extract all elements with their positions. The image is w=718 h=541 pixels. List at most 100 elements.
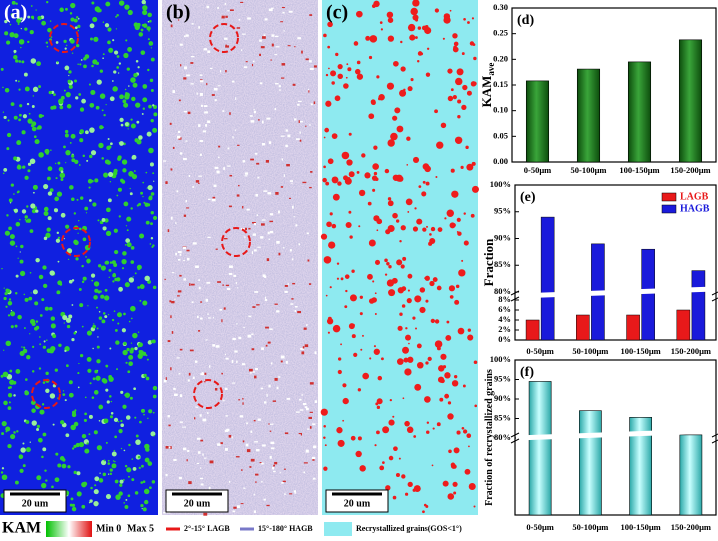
speckle <box>118 429 123 434</box>
speckle <box>309 14 313 16</box>
speckle <box>337 439 345 447</box>
speckle <box>85 212 88 214</box>
speckle <box>280 360 283 363</box>
speckle <box>215 248 218 250</box>
speckle <box>179 253 182 256</box>
speckle <box>223 307 226 310</box>
speckle <box>402 346 410 354</box>
speckle <box>103 418 109 424</box>
speckle <box>416 361 424 369</box>
speckle <box>225 70 227 73</box>
speckle <box>270 362 273 365</box>
speckle <box>51 485 54 489</box>
speckle <box>63 238 66 240</box>
speckle <box>219 70 222 73</box>
speckle <box>377 97 381 101</box>
speckle <box>236 194 240 197</box>
speckle <box>29 441 31 443</box>
speckle <box>309 411 313 413</box>
speckle <box>217 443 221 446</box>
speckle <box>83 64 87 69</box>
speckle <box>147 38 150 41</box>
speckle <box>118 286 123 292</box>
speckle <box>93 489 99 495</box>
speckle <box>216 170 220 174</box>
x-tick-label: 50-100μm <box>572 522 608 532</box>
speckle <box>386 82 395 90</box>
speckle <box>244 236 246 238</box>
speckle <box>461 52 465 56</box>
speckle <box>242 160 246 163</box>
speckle <box>407 289 410 292</box>
speckle <box>1 267 3 270</box>
speckle <box>145 447 150 452</box>
speckle <box>35 257 40 263</box>
speckle <box>369 357 372 360</box>
speckle <box>17 22 20 26</box>
speckle <box>261 347 264 350</box>
speckle <box>22 464 26 468</box>
speckle <box>13 431 16 434</box>
speckle <box>81 264 84 268</box>
speckle <box>373 171 378 176</box>
speckle <box>177 135 181 139</box>
speckle <box>25 378 28 381</box>
break-mark <box>510 432 520 438</box>
speckle <box>467 334 474 341</box>
speckle <box>43 183 49 190</box>
speckle <box>466 163 474 171</box>
speckle <box>152 104 155 107</box>
speckle <box>417 60 420 63</box>
speckle <box>325 294 328 297</box>
speckle <box>81 98 86 104</box>
speckle <box>43 236 48 241</box>
speckle <box>448 449 452 454</box>
speckle <box>196 92 198 95</box>
speckle <box>8 226 12 231</box>
speckle <box>48 90 52 95</box>
speckle <box>255 367 258 371</box>
speckle <box>376 405 381 410</box>
speckle <box>151 432 154 435</box>
circle <box>61 227 91 257</box>
speckle <box>410 78 414 82</box>
speckle <box>314 400 317 404</box>
speckle <box>1 467 5 470</box>
speckle <box>228 480 231 483</box>
speckle <box>79 138 84 143</box>
speckle <box>259 39 262 42</box>
speckle <box>335 52 339 57</box>
speckle <box>186 207 190 209</box>
speckle <box>142 480 146 484</box>
speckle <box>111 318 115 322</box>
speckle <box>225 15 228 18</box>
speckle <box>130 123 136 129</box>
speckle <box>172 90 175 94</box>
speckle <box>267 341 271 344</box>
speckle <box>120 419 123 423</box>
speckle <box>387 197 392 201</box>
speckle <box>440 122 447 129</box>
speckle <box>56 231 60 235</box>
speckle <box>294 118 297 121</box>
y-tick-label: 80% <box>494 286 511 296</box>
speckle <box>309 67 314 71</box>
speckle <box>345 76 348 79</box>
speckle <box>149 243 152 245</box>
speckle <box>320 408 328 416</box>
speckle <box>81 280 85 284</box>
speckle <box>178 99 181 102</box>
speckle <box>473 360 478 365</box>
speckle <box>232 80 235 83</box>
speckle <box>393 60 399 67</box>
speckle <box>77 63 79 66</box>
speckle <box>116 14 119 17</box>
circle <box>31 379 61 409</box>
speckle <box>170 315 172 319</box>
speckle <box>462 429 468 434</box>
speckle <box>387 35 395 42</box>
speckle <box>253 419 256 422</box>
speckle <box>111 80 114 82</box>
x-tick-label: 0-50μm <box>526 522 553 532</box>
speckle <box>431 464 434 467</box>
